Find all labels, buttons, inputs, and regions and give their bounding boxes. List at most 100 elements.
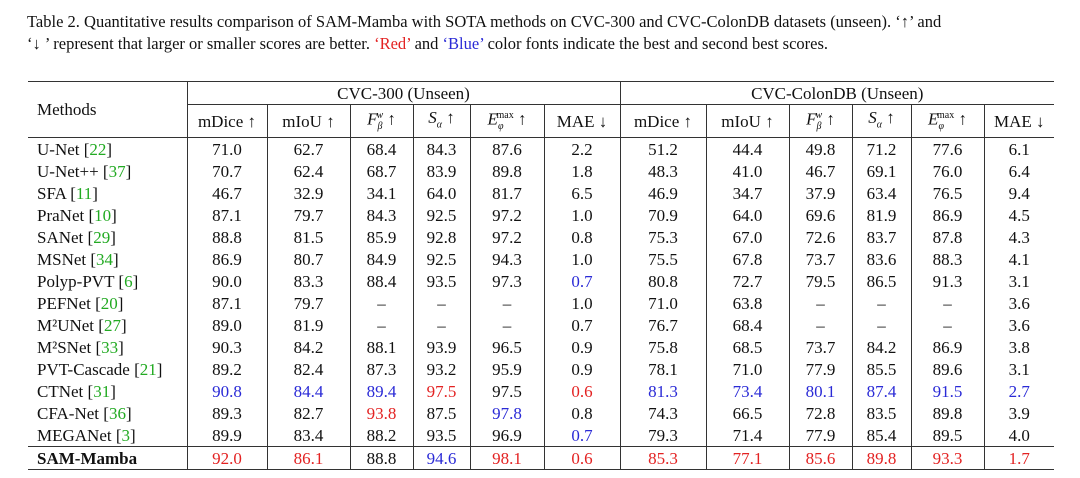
- citation-link[interactable]: 22: [89, 139, 107, 159]
- table-row: SAM-Mamba 92.0 86.1 88.8 94.6 98.1 0.6 85.3 77.1…: [28, 446, 1054, 471]
- value-cell: 74.3: [619, 402, 706, 425]
- value-cell: 4.5: [983, 204, 1054, 227]
- metric-header-cvc300-2: Fβw ↑: [349, 104, 413, 139]
- value-cell: 76.7: [619, 314, 706, 337]
- value-cell: 92.5: [412, 248, 470, 271]
- value-cell: 85.3: [619, 446, 706, 471]
- value-cell: 83.6: [851, 248, 911, 271]
- citation-link[interactable]: 21: [139, 359, 157, 379]
- value-cell: 1.0: [543, 248, 620, 271]
- value-cell: 71.2: [851, 137, 911, 161]
- value-cell: 89.6: [910, 358, 984, 381]
- value-cell: 72.8: [788, 402, 852, 425]
- method-label: U-Net++: [37, 161, 99, 181]
- value-cell: 84.4: [266, 380, 350, 403]
- method-name: M²SNet [33]: [28, 336, 188, 359]
- value-cell: 86.9: [212, 249, 242, 269]
- citation-link[interactable]: 6: [124, 271, 133, 291]
- value-cell: 75.5: [619, 248, 706, 271]
- value-cell: 6.5: [543, 182, 620, 205]
- value-cell: 89.2: [212, 359, 242, 379]
- value-cell: 62.4: [266, 160, 350, 183]
- metric-header-cvc300-1: mIoU ↑: [266, 104, 350, 139]
- value-cell: 90.0: [212, 271, 242, 291]
- value-cell: 51.2: [619, 137, 706, 161]
- method-name: PraNet [10]: [28, 204, 188, 227]
- value-cell: 80.8: [619, 270, 706, 293]
- value-cell: 68.4: [349, 137, 413, 161]
- value-cell: 69.1: [851, 160, 911, 183]
- value-cell: 4.0: [983, 424, 1054, 448]
- value-cell: 94.3: [469, 248, 544, 271]
- value-cell: 48.3: [619, 160, 706, 183]
- value-cell: 63.4: [851, 182, 911, 205]
- citation-link[interactable]: 36: [108, 403, 126, 423]
- table-row: PraNet [10] 87.1 79.7 84.3 92.5 97.2 1.0 70.9 64…: [28, 204, 1054, 227]
- value-cell: 62.7: [266, 137, 350, 161]
- value-cell: 6.4: [983, 160, 1054, 183]
- caption-line-1: Table 2. Quantitative results comparison…: [27, 12, 942, 31]
- value-cell: 49.8: [788, 137, 852, 161]
- metric-header-colondb-5: MAE ↓: [983, 104, 1054, 139]
- value-cell: 78.1: [619, 358, 706, 381]
- value-cell: 89.5: [910, 424, 984, 448]
- value-cell: 0.9: [543, 336, 620, 359]
- citation-link[interactable]: 20: [100, 293, 118, 313]
- value-cell: 71.0: [705, 358, 789, 381]
- value-cell: 98.1: [469, 446, 544, 471]
- citation-link[interactable]: 31: [93, 381, 111, 401]
- value-cell: 88.8: [212, 227, 242, 247]
- method-label: MSNet: [37, 249, 87, 269]
- value-cell: 46.7: [788, 160, 852, 183]
- value-cell: 9.4: [983, 182, 1054, 205]
- value-cell: 2.7: [983, 380, 1054, 403]
- table-row: CFA-Net [36] 89.3 82.7 93.8 87.5 97.8 0.8 74.3 6…: [28, 402, 1054, 425]
- value-cell: 92.0: [187, 446, 267, 471]
- value-cell: 32.9: [266, 182, 350, 205]
- citation-link[interactable]: 3: [121, 425, 131, 445]
- value-cell: 82.7: [266, 402, 350, 425]
- value-cell: 1.8: [543, 160, 620, 183]
- value-cell: –: [469, 314, 544, 337]
- methods-header: Methods: [28, 81, 188, 139]
- value-cell: 77.1: [705, 446, 789, 471]
- value-cell: 76.0: [910, 160, 984, 183]
- value-cell: 88.8: [349, 446, 413, 471]
- value-cell: 64.0: [705, 204, 789, 227]
- value-cell: 91.3: [910, 270, 984, 293]
- citation-link[interactable]: 33: [101, 337, 119, 357]
- value-cell: 86.9: [910, 204, 984, 227]
- value-cell: 64.0: [412, 182, 470, 205]
- table-row: U-Net++ [37] 70.7 62.4 68.7 83.9 89.8 1.8 48.3 4…: [28, 160, 1054, 183]
- citation-link[interactable]: 37: [108, 161, 126, 181]
- value-cell: –: [851, 292, 911, 315]
- table-row: SFA [11] 46.7 32.9 34.1 64.0 81.7 6.5 46.9 34.7 3…: [28, 182, 1054, 205]
- value-cell: 68.7: [349, 160, 413, 183]
- citation-link[interactable]: 34: [96, 249, 114, 269]
- value-cell: 86.1: [266, 446, 350, 471]
- value-cell: 3.9: [983, 402, 1054, 425]
- citation-link[interactable]: 29: [93, 227, 111, 247]
- value-cell: 84.3: [349, 204, 413, 227]
- value-cell: 89.9: [187, 424, 267, 448]
- value-cell: 87.5: [412, 402, 470, 425]
- value-cell: –: [910, 314, 984, 337]
- value-cell: 89.3: [212, 403, 242, 423]
- value-cell: 88.2: [349, 424, 413, 448]
- value-cell: 71.0: [212, 139, 242, 159]
- method-name: CFA-Net [36]: [28, 402, 188, 425]
- metric-header-cvc300-3: Sα ↑: [412, 104, 470, 139]
- value-cell: 3.8: [983, 336, 1054, 359]
- value-cell: 93.5: [412, 424, 470, 448]
- citation-link[interactable]: 11: [75, 183, 93, 203]
- method-name: U-Net++ [37]: [28, 160, 188, 183]
- value-cell: 3.6: [983, 292, 1054, 315]
- value-cell: 80.7: [266, 248, 350, 271]
- citation-link[interactable]: 10: [94, 205, 112, 225]
- value-cell: 93.2: [412, 358, 470, 381]
- metric-header-cvc300-4: Eφmax ↑: [469, 104, 544, 139]
- value-cell: 83.4: [266, 424, 350, 448]
- citation-link[interactable]: 27: [103, 315, 121, 335]
- value-cell: 87.8: [910, 226, 984, 249]
- value-cell: 92.8: [412, 226, 470, 249]
